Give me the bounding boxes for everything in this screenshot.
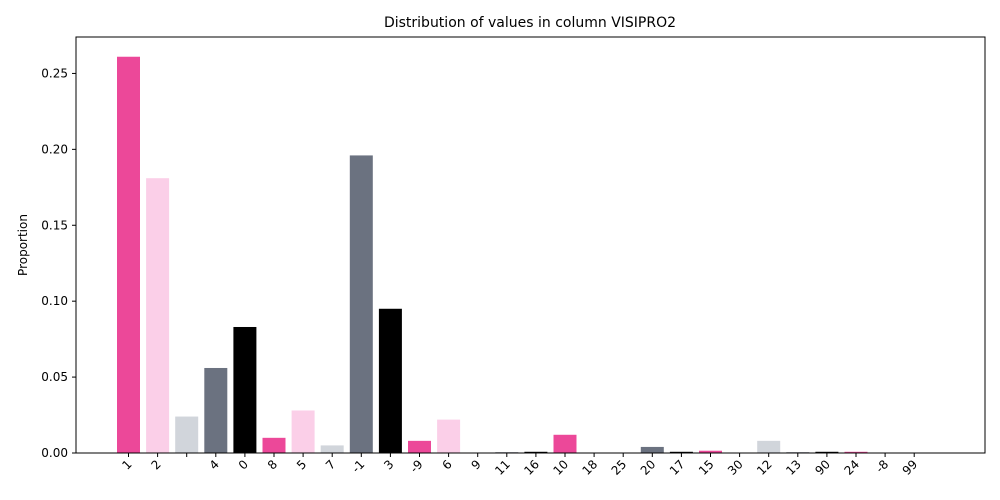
bar-3 bbox=[204, 367, 228, 453]
bar-0 bbox=[117, 56, 140, 454]
x-tick-label-22: 12 bbox=[754, 457, 775, 478]
y-tick-label-0: 0.00 bbox=[41, 446, 68, 460]
x-tick-label-13: 11 bbox=[492, 457, 513, 478]
bar-22 bbox=[757, 440, 781, 453]
bar-6 bbox=[291, 410, 315, 453]
x-tick-label-10: -9 bbox=[407, 457, 425, 475]
bar-7 bbox=[320, 445, 344, 453]
y-tick-label-1: 0.05 bbox=[41, 370, 68, 384]
x-tick-label-0: 1 bbox=[119, 457, 134, 472]
x-tick-label-21: 30 bbox=[725, 457, 746, 478]
x-tick-label-3: 4 bbox=[207, 457, 222, 472]
bar-18 bbox=[640, 446, 664, 453]
x-tick-label-27: 99 bbox=[900, 457, 921, 478]
bar-19 bbox=[669, 451, 693, 453]
bar-4 bbox=[233, 326, 257, 453]
bar-11 bbox=[437, 419, 461, 453]
x-axis-ticks: 1 2 4 0 8 5 7 -1 3 -9 6 9 11 16 10 18 25 20 17 15 30 12 13 90 24… bbox=[119, 453, 920, 478]
x-tick-label-17: 25 bbox=[609, 457, 630, 478]
x-tick-label-25: 24 bbox=[841, 457, 862, 478]
bar-2 bbox=[175, 416, 199, 453]
x-tick-label-24: 90 bbox=[812, 457, 833, 478]
x-tick-label-14: 16 bbox=[521, 457, 542, 478]
x-tick-label-16: 18 bbox=[580, 457, 601, 478]
bar-1 bbox=[146, 178, 170, 453]
bar-14 bbox=[524, 451, 548, 453]
x-tick-label-9: 3 bbox=[381, 457, 396, 472]
plot-frame bbox=[75, 36, 986, 454]
x-tick-label-4: 0 bbox=[236, 457, 251, 472]
y-tick-label-4: 0.20 bbox=[41, 142, 68, 156]
chart-title: Distribution of values in column VISIPRO… bbox=[384, 15, 676, 31]
x-tick-label-18: 20 bbox=[638, 457, 659, 478]
x-tick-label-7: 7 bbox=[323, 457, 338, 472]
x-tick-label-15: 10 bbox=[550, 457, 571, 478]
bar-10 bbox=[408, 440, 431, 453]
y-axis-ticks: 0.00 0.05 0.10 0.15 0.20 0.25 bbox=[41, 66, 76, 460]
bar-20 bbox=[699, 450, 722, 453]
x-tick-label-11: 6 bbox=[439, 457, 454, 472]
x-tick-label-19: 17 bbox=[667, 457, 688, 478]
bar-9 bbox=[378, 308, 402, 453]
bar-15 bbox=[553, 434, 577, 453]
bar-8 bbox=[349, 155, 373, 454]
bar-24 bbox=[815, 451, 839, 453]
bar-25 bbox=[844, 451, 868, 453]
x-tick-label-6: 5 bbox=[294, 457, 309, 472]
y-tick-label-5: 0.25 bbox=[41, 66, 68, 80]
x-tick-label-8: -1 bbox=[349, 457, 367, 475]
x-tick-label-20: 15 bbox=[696, 457, 717, 478]
bar-5 bbox=[262, 437, 286, 453]
x-tick-label-23: 13 bbox=[783, 457, 804, 478]
x-tick-label-26: -8 bbox=[873, 457, 891, 475]
y-tick-label-2: 0.10 bbox=[41, 294, 68, 308]
x-tick-label-12: 9 bbox=[469, 457, 484, 472]
y-tick-label-3: 0.15 bbox=[41, 218, 68, 232]
x-tick-label-1: 2 bbox=[148, 457, 163, 472]
x-tick-label-5: 8 bbox=[265, 457, 280, 472]
bars-group bbox=[117, 56, 926, 454]
y-axis-label: Proportion bbox=[16, 214, 30, 276]
